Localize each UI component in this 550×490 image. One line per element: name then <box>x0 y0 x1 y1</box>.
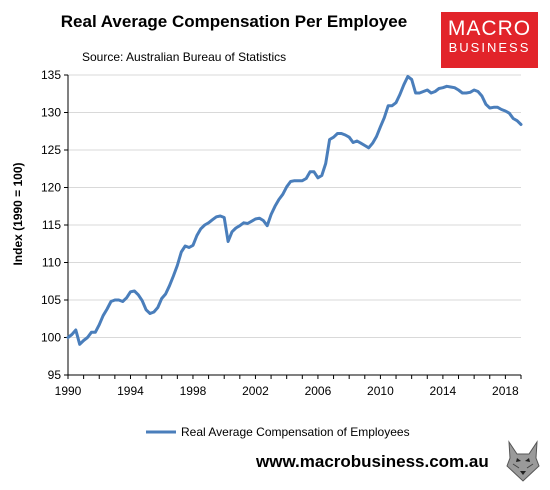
website-url[interactable]: www.macrobusiness.com.au <box>256 452 489 471</box>
x-tick-label: 2014 <box>430 384 457 398</box>
axes <box>64 74 522 379</box>
x-tick-label: 2010 <box>367 384 394 398</box>
gridlines <box>68 74 521 338</box>
x-tick-label: 2018 <box>492 384 519 398</box>
wolf-head-icon <box>506 440 540 482</box>
macrobusiness-logo: MACRO BUSINESS <box>441 12 538 68</box>
y-tick-label: 100 <box>41 331 61 345</box>
legend-label: Real Average Compensation of Employees <box>181 425 410 439</box>
logo-line-1: MACRO <box>447 17 532 40</box>
logo-line-2: BUSINESS <box>448 40 531 55</box>
x-tick-label: 2006 <box>305 384 332 398</box>
y-tick-label: 95 <box>48 368 62 382</box>
x-tick-label: 1990 <box>55 384 82 398</box>
source-note: Source: Australian Bureau of Statistics <box>82 50 287 64</box>
series-line <box>66 75 523 346</box>
y-tick-label: 105 <box>41 293 61 307</box>
legend: Real Average Compensation of Employees <box>146 425 410 439</box>
y-tick-label: 120 <box>41 181 61 195</box>
y-axis-label: Index (1990 = 100) <box>11 162 25 265</box>
y-tick-label: 115 <box>42 218 61 232</box>
series-group <box>66 75 523 346</box>
x-tick-label: 1998 <box>180 384 207 398</box>
x-tick-label: 1994 <box>117 384 144 398</box>
chart-title: Real Average Compensation Per Employee <box>60 12 408 31</box>
y-tick-label: 125 <box>41 143 61 157</box>
x-tick-label: 2002 <box>242 384 269 398</box>
y-tick-label: 130 <box>41 106 61 120</box>
y-tick-label: 135 <box>41 68 61 82</box>
y-tick-label: 110 <box>42 256 61 270</box>
tick-labels: 95 100 105 110 115 120 125 130 135 1990 1994 1998 20… <box>41 68 519 398</box>
